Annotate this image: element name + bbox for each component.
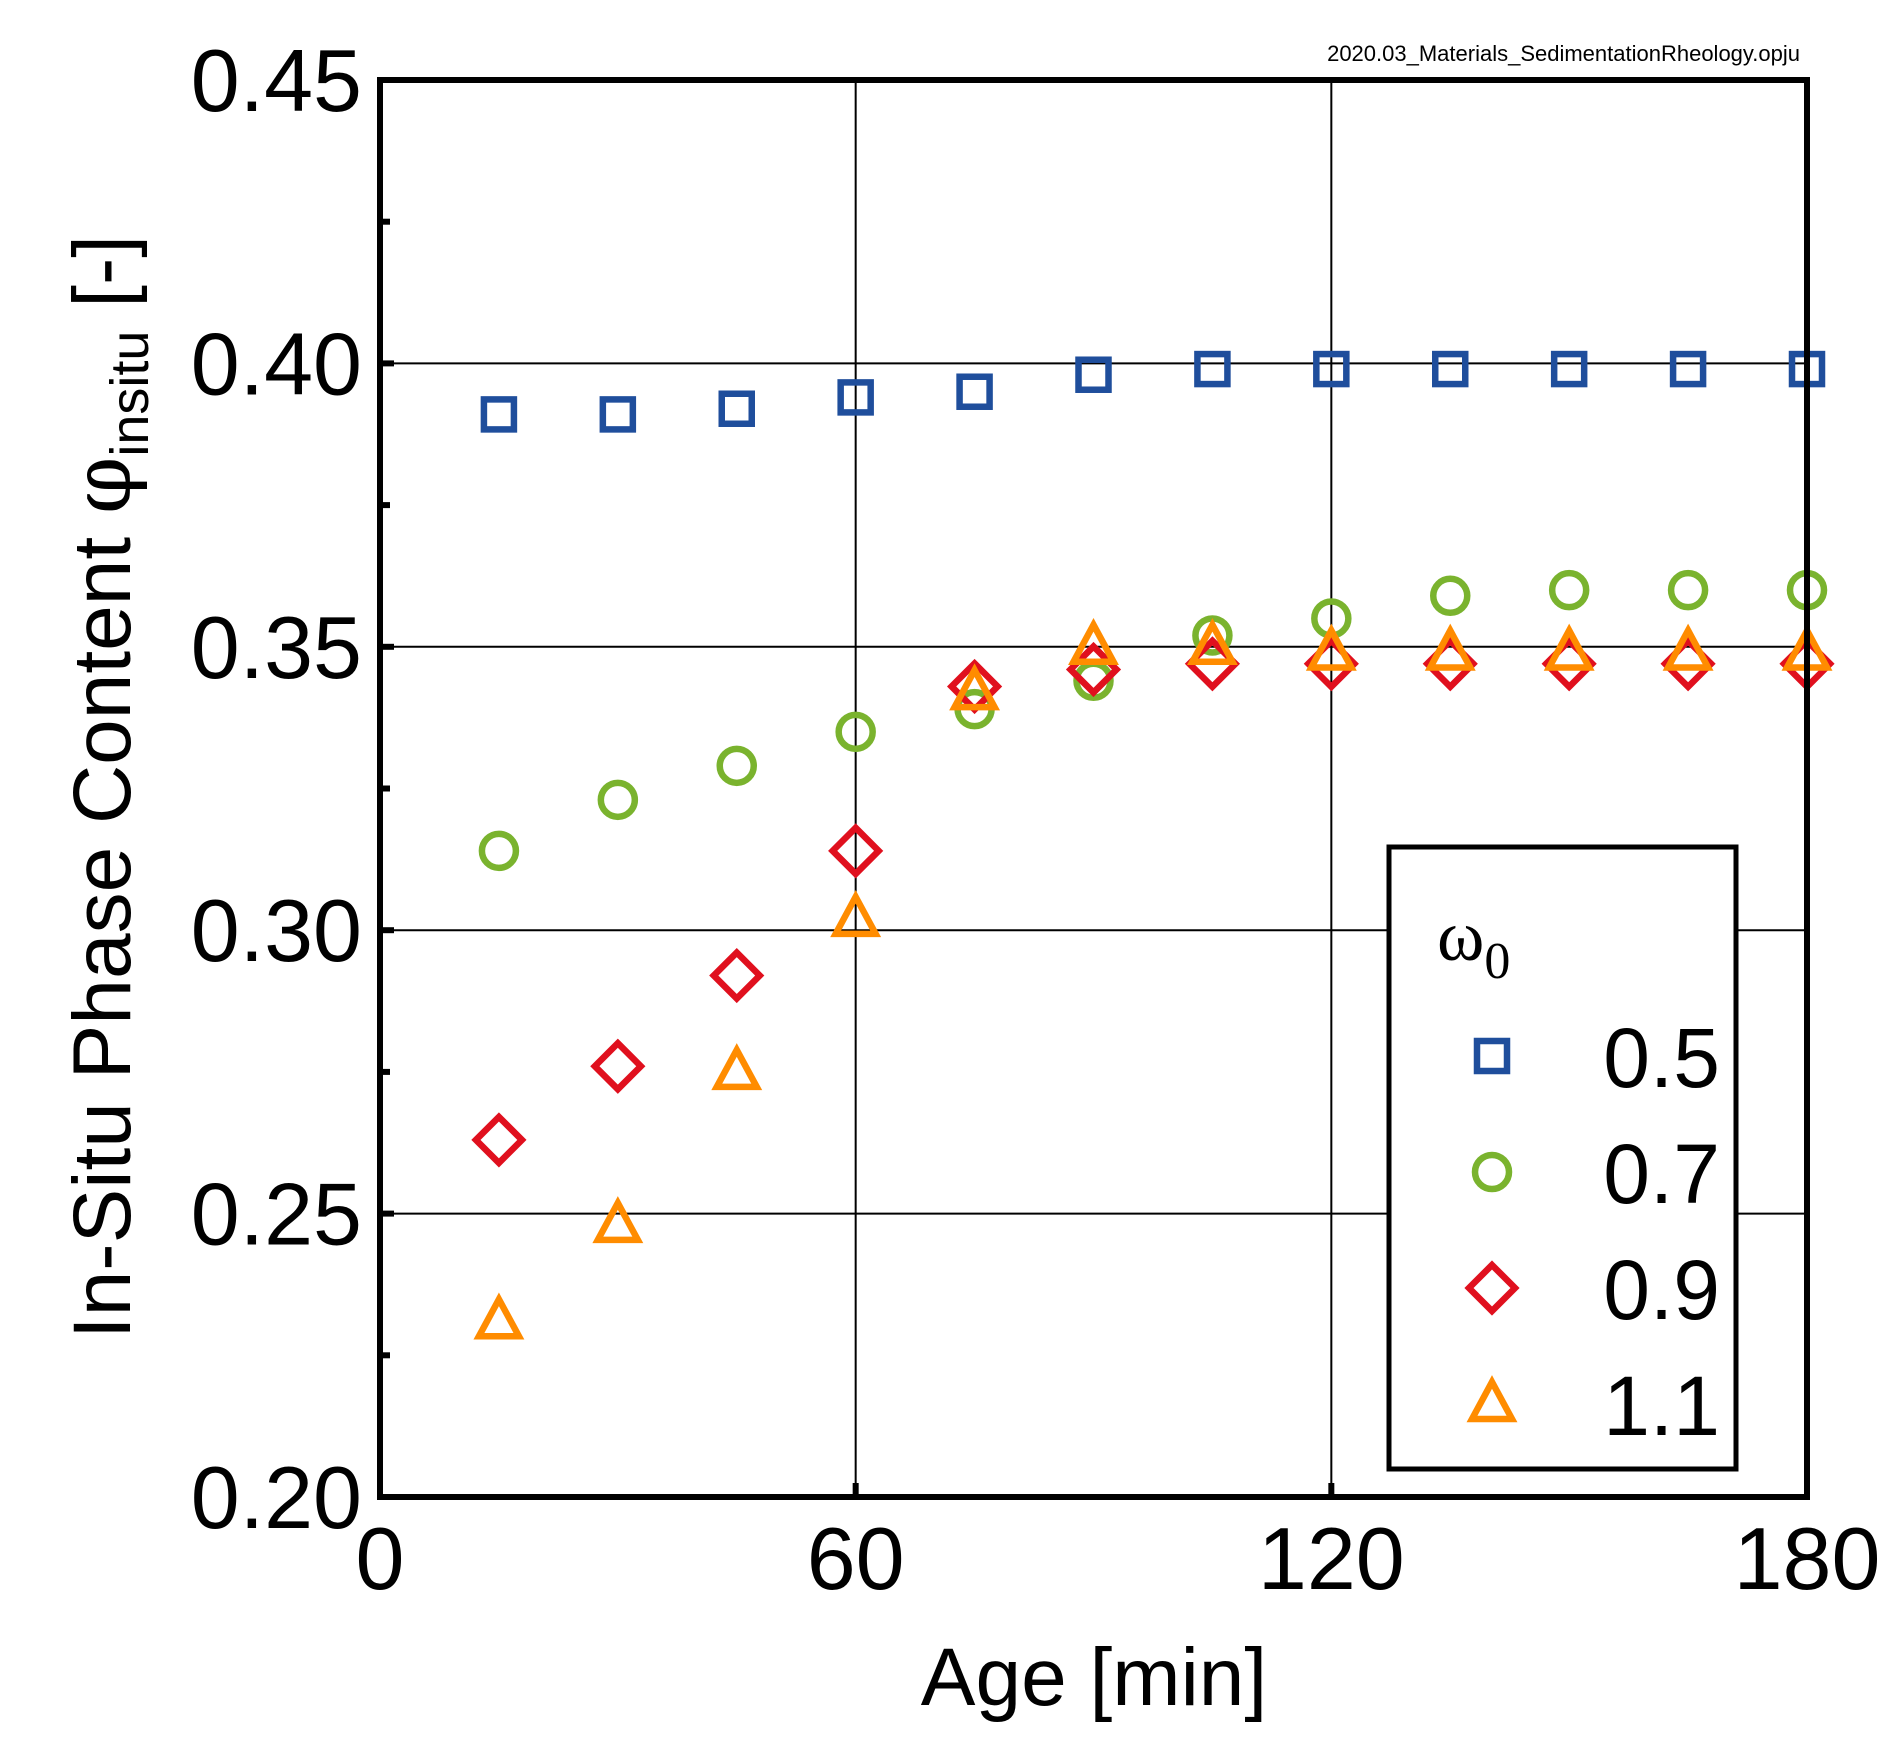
- data-point-triangle: [1543, 623, 1595, 671]
- data-markers: [471, 350, 1835, 1340]
- data-point-triangle: [949, 663, 1001, 711]
- legend-title-symbol: ω: [1437, 896, 1484, 976]
- legend-label: 0.5: [1603, 1011, 1720, 1105]
- legend: ω0 0.5 0.7 0.9 1.1: [1386, 844, 1739, 1472]
- series-1.1: [473, 617, 1833, 1340]
- data-point-triangle: [473, 1292, 525, 1340]
- y-axis-title: In-Situ Phase Content φinsitu [-]: [55, 235, 160, 1339]
- y-axis-title-symbol: φ: [55, 457, 150, 514]
- data-point-triangle: [1305, 623, 1357, 671]
- x-tick-label: 120: [1258, 1509, 1405, 1608]
- data-point-square: [1669, 350, 1707, 388]
- x-tick-label: 0: [356, 1509, 405, 1608]
- series-0.5: [480, 350, 1826, 433]
- y-tick-label: 0.40: [191, 314, 362, 413]
- data-point-circle: [1548, 569, 1590, 611]
- legend-marker-triangle: [1466, 1375, 1518, 1423]
- legend-label: 0.7: [1603, 1127, 1720, 1221]
- legend-box: [1386, 844, 1739, 1472]
- data-point-diamond: [471, 1112, 527, 1168]
- data-point-circle: [1667, 569, 1709, 611]
- series-0.7: [478, 569, 1828, 872]
- x-tick-label: 60: [807, 1509, 905, 1608]
- data-point-square: [480, 396, 518, 433]
- legend-marker-diamond: [1464, 1260, 1520, 1316]
- legend-marker-circle: [1471, 1151, 1513, 1193]
- data-point-diamond: [828, 823, 884, 879]
- data-point-diamond: [709, 947, 765, 1004]
- y-tick-label: 0.25: [191, 1165, 362, 1264]
- data-point-circle: [1430, 575, 1471, 617]
- legend-label: 0.9: [1603, 1243, 1720, 1337]
- file-name-label: 2020.03_Materials_SedimentationRheology.…: [1327, 41, 1800, 66]
- data-point-square: [1313, 350, 1350, 388]
- plot-frame: [377, 77, 1810, 1500]
- data-point-circle: [716, 745, 757, 787]
- data-point-triangle: [711, 1043, 763, 1091]
- y-tick-label: 0.30: [191, 881, 362, 980]
- y-axis-title-subscript: insitu: [100, 331, 160, 457]
- y-tick-label: 0.45: [191, 31, 362, 130]
- y-tick-label: 0.20: [191, 1448, 362, 1547]
- data-point-triangle: [592, 1196, 644, 1244]
- data-point-circle: [478, 830, 520, 872]
- x-axis-title: Age [min]: [921, 1632, 1267, 1723]
- y-axis-title-suffix: [-]: [57, 235, 148, 331]
- data-point-triangle: [1424, 623, 1476, 671]
- data-point-square: [956, 373, 993, 410]
- tick-labels: 0.20 0.25 0.30 0.35 0.40 0.45 0 60 120 180: [191, 31, 1881, 1608]
- legend-marker-square: [1473, 1037, 1511, 1075]
- data-point-triangle: [830, 890, 882, 938]
- legend-label: 1.1: [1603, 1359, 1720, 1453]
- legend-title: ω0: [1437, 896, 1510, 990]
- data-point-square: [1194, 350, 1231, 388]
- y-axis-title-text: In-Situ Phase Content: [57, 514, 148, 1339]
- data-point-square: [1075, 356, 1112, 393]
- data-point-circle: [835, 711, 876, 753]
- data-point-square: [718, 390, 755, 427]
- y-tick-label: 0.35: [191, 598, 362, 697]
- data-point-square: [837, 379, 874, 416]
- data-point-circle: [597, 779, 639, 821]
- data-point-diamond: [590, 1038, 646, 1094]
- data-point-triangle: [1186, 617, 1238, 666]
- data-point-square: [599, 396, 637, 433]
- x-tick-label: 180: [1734, 1509, 1881, 1608]
- data-point-square: [1432, 350, 1469, 388]
- data-point-triangle: [1068, 617, 1119, 666]
- legend-title-subscript: 0: [1484, 933, 1510, 990]
- data-point-triangle: [1662, 623, 1714, 671]
- legend-entries: 0.5 0.7 0.9 1.1: [1464, 1011, 1720, 1453]
- data-point-square: [1550, 350, 1588, 388]
